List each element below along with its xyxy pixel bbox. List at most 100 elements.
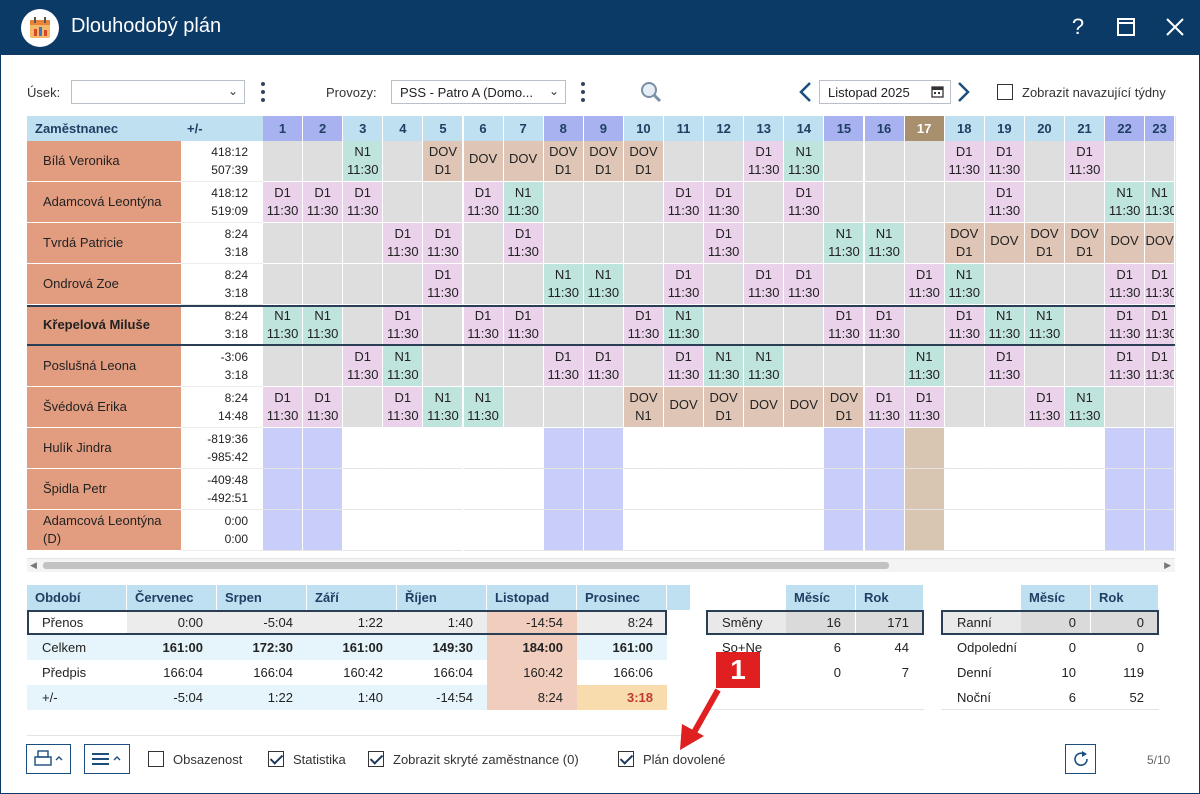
schedule-cell[interactable]: N1 11:30 [503, 182, 544, 223]
schedule-cell[interactable] [303, 469, 344, 510]
schedule-cell[interactable] [263, 223, 304, 264]
schedule-cell[interactable] [1024, 182, 1065, 223]
schedule-cell[interactable]: D1 11:30 [744, 264, 785, 305]
schedule-cell[interactable] [423, 510, 464, 551]
employee-name[interactable]: Tvrdá Patricie [27, 223, 181, 264]
schedule-cell[interactable] [583, 223, 624, 264]
schedule-cell[interactable] [503, 387, 544, 428]
schedule-cell[interactable] [824, 346, 865, 387]
day-header[interactable]: 16 [864, 116, 905, 141]
help-button[interactable]: ? [1061, 10, 1095, 44]
schedule-cell[interactable]: D1 11:30 [343, 182, 384, 223]
schedule-cell[interactable] [1065, 428, 1106, 469]
schedule-cell[interactable] [1105, 428, 1146, 469]
schedule-cell[interactable]: DOV [463, 141, 504, 182]
schedule-cell[interactable] [383, 469, 424, 510]
schedule-cell[interactable] [1145, 469, 1175, 510]
schedule-cell[interactable]: D1 11:30 [744, 141, 785, 182]
schedule-cell[interactable] [583, 428, 624, 469]
schedule-cell[interactable] [704, 264, 745, 305]
schedule-cell[interactable] [864, 141, 905, 182]
schedule-cell[interactable]: D1 11:30 [904, 264, 945, 305]
show-following-weeks-checkbox[interactable] [997, 84, 1013, 100]
schedule-cell[interactable] [1145, 428, 1175, 469]
schedule-cell[interactable]: DOV D1 [1024, 223, 1065, 264]
schedule-cell[interactable] [1065, 346, 1106, 387]
schedule-cell[interactable] [1145, 387, 1175, 428]
schedule-cell[interactable]: N1 11:30 [784, 141, 825, 182]
schedule-cell[interactable] [503, 469, 544, 510]
schedule-cell[interactable] [824, 428, 865, 469]
schedule-cell[interactable]: DOV [503, 141, 544, 182]
close-button[interactable] [1158, 10, 1192, 44]
schedule-cell[interactable]: D1 11:30 [503, 223, 544, 264]
schedule-cell[interactable]: N1 11:30 [343, 141, 384, 182]
schedule-cell[interactable]: N1 11:30 [984, 305, 1025, 346]
schedule-cell[interactable]: D1 11:30 [303, 182, 344, 223]
schedule-cell[interactable] [583, 469, 624, 510]
schedule-cell[interactable]: D1 11:30 [583, 346, 624, 387]
schedule-cell[interactable] [1024, 469, 1065, 510]
schedule-cell[interactable]: DOV D1 [824, 387, 865, 428]
schedule-cell[interactable] [1065, 305, 1106, 346]
schedule-cell[interactable]: D1 11:30 [944, 305, 985, 346]
schedule-cell[interactable] [744, 182, 785, 223]
schedule-cell[interactable] [543, 182, 584, 223]
employee-name[interactable]: Švédová Erika [27, 387, 181, 428]
schedule-cell[interactable] [904, 305, 945, 346]
schedule-cell[interactable]: D1 11:30 [904, 387, 945, 428]
schedule-cell[interactable] [744, 510, 785, 551]
schedule-cell[interactable] [503, 428, 544, 469]
schedule-cell[interactable]: N1 11:30 [383, 346, 424, 387]
schedule-cell[interactable] [583, 182, 624, 223]
schedule-cell[interactable]: D1 11:30 [1145, 346, 1175, 387]
schedule-cell[interactable]: N1 11:30 [543, 264, 584, 305]
schedule-cell[interactable] [1024, 346, 1065, 387]
next-month-icon[interactable] [955, 81, 971, 106]
employee-name[interactable]: Poslušná Leona [27, 346, 181, 387]
schedule-cell[interactable]: D1 11:30 [503, 305, 544, 346]
search-icon[interactable] [640, 81, 662, 106]
schedule-cell[interactable] [1024, 264, 1065, 305]
schedule-cell[interactable] [704, 305, 745, 346]
schedule-cell[interactable] [623, 223, 664, 264]
schedule-cell[interactable]: DOV [1105, 223, 1146, 264]
day-header[interactable]: 17 [904, 116, 945, 141]
schedule-cell[interactable]: D1 11:30 [704, 223, 745, 264]
schedule-cell[interactable] [623, 182, 664, 223]
hidden-employees-checkbox[interactable] [368, 751, 384, 767]
schedule-cell[interactable] [423, 469, 464, 510]
schedule-cell[interactable] [824, 264, 865, 305]
schedule-cell[interactable] [263, 469, 304, 510]
day-header[interactable]: 4 [383, 116, 424, 141]
schedule-cell[interactable] [303, 141, 344, 182]
schedule-cell[interactable] [1145, 510, 1175, 551]
schedule-cell[interactable]: N1 11:30 [1024, 305, 1065, 346]
schedule-cell[interactable] [383, 510, 424, 551]
schedule-cell[interactable]: D1 11:30 [1145, 264, 1175, 305]
schedule-cell[interactable]: D1 11:30 [864, 387, 905, 428]
schedule-cell[interactable] [944, 428, 985, 469]
schedule-cell[interactable]: N1 11:30 [1105, 182, 1146, 223]
schedule-cell[interactable] [463, 428, 504, 469]
day-header[interactable]: 8 [543, 116, 584, 141]
schedule-cell[interactable] [263, 510, 304, 551]
schedule-cell[interactable] [1145, 141, 1175, 182]
employee-name[interactable]: Špidla Petr [27, 469, 181, 510]
schedule-cell[interactable]: D1 11:30 [463, 182, 504, 223]
schedule-cell[interactable] [984, 510, 1025, 551]
schedule-cell[interactable]: D1 11:30 [1145, 305, 1175, 346]
scrollbar-thumb[interactable] [43, 562, 889, 569]
schedule-cell[interactable] [343, 428, 384, 469]
schedule-cell[interactable]: D1 11:30 [383, 223, 424, 264]
schedule-cell[interactable] [263, 346, 304, 387]
day-header[interactable]: 18 [944, 116, 985, 141]
schedule-cell[interactable] [623, 346, 664, 387]
maximize-button[interactable] [1109, 10, 1143, 44]
schedule-cell[interactable]: D1 11:30 [263, 182, 304, 223]
schedule-cell[interactable] [944, 510, 985, 551]
schedule-cell[interactable] [984, 469, 1025, 510]
schedule-cell[interactable] [864, 264, 905, 305]
schedule-cell[interactable]: N1 11:30 [864, 223, 905, 264]
schedule-cell[interactable] [664, 469, 705, 510]
